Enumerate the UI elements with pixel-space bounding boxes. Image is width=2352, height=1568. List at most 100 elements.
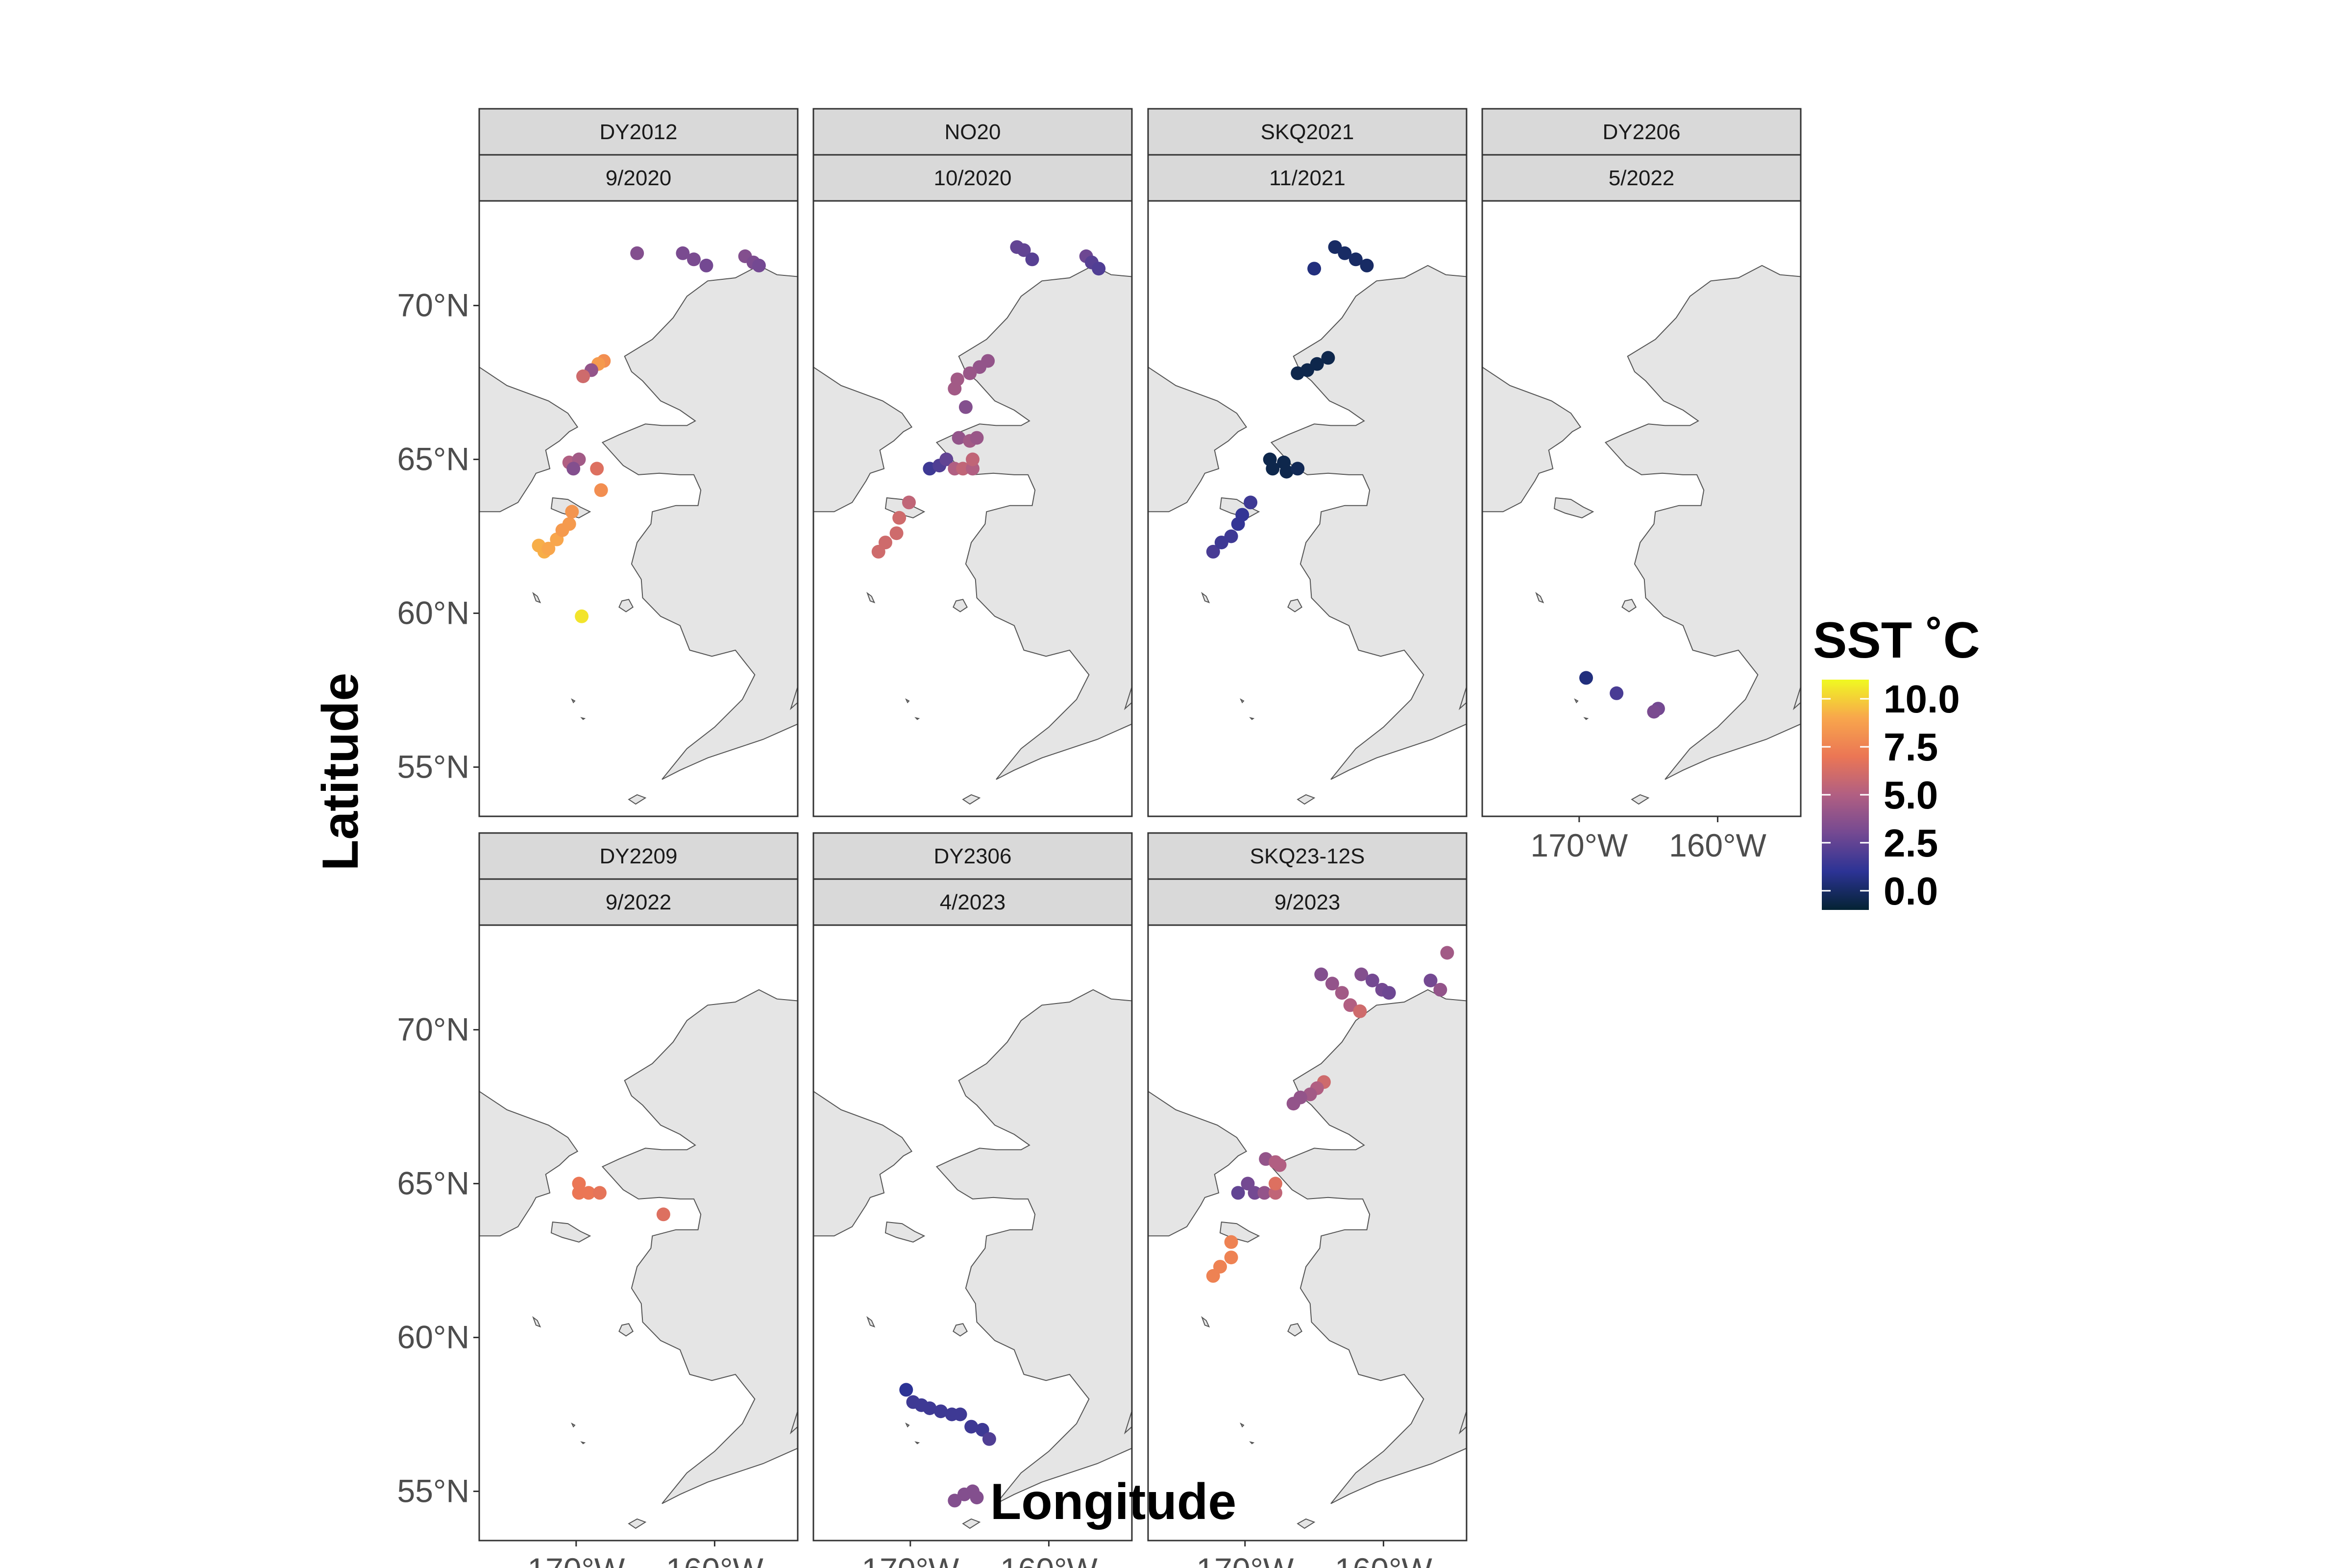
station-point: [565, 505, 579, 519]
station-point: [1610, 686, 1624, 700]
legend-ticks: 10.07.55.02.50.0: [1822, 677, 1960, 913]
station-point: [630, 246, 644, 260]
facet-panel: NO20 10/2020: [812, 108, 1133, 817]
island: [914, 1441, 920, 1445]
island: [1631, 794, 1650, 805]
island: [1553, 497, 1594, 518]
island: [962, 794, 981, 805]
legend-tick-label: 2.5: [1884, 821, 1938, 865]
alaska-landmass: [1604, 265, 1801, 780]
station-point: [1269, 1176, 1282, 1191]
legend-tick-label: 0.0: [1884, 869, 1938, 913]
y-tick-label: 65°N: [397, 441, 469, 477]
island: [866, 591, 876, 604]
station-point: [575, 609, 589, 623]
y-axis-title: Latitude: [312, 673, 369, 871]
cruise-label: DY2306: [933, 844, 1011, 868]
island: [1535, 591, 1544, 604]
station-point: [956, 462, 970, 476]
station-point: [939, 452, 954, 466]
alaska-landmass: [1270, 265, 1467, 780]
island: [580, 717, 586, 720]
basemap: [1148, 989, 1467, 1529]
x-tick-label: 170°W: [527, 1551, 625, 1568]
y-tick-label: 55°N: [397, 1473, 469, 1509]
y-tick-label: 70°N: [397, 1011, 469, 1048]
island: [1574, 698, 1579, 704]
cruise-strip: [478, 108, 799, 156]
station-point: [687, 252, 701, 267]
alaska-landmass: [935, 265, 1132, 780]
station-point: [953, 1407, 967, 1421]
island: [789, 1409, 798, 1435]
station-point: [752, 258, 766, 272]
panel-border: [1147, 924, 1468, 1542]
station-point: [902, 495, 916, 510]
station-point: [1440, 946, 1454, 960]
station-points: [572, 1176, 670, 1222]
date-strip: [1147, 878, 1468, 926]
island: [866, 1316, 876, 1328]
island: [532, 591, 541, 604]
cruise-label: DY2209: [599, 844, 677, 868]
y-tick-label: 65°N: [397, 1165, 469, 1201]
date-label: 11/2021: [1269, 166, 1346, 190]
cruise-strip: [1481, 108, 1802, 156]
station-point: [1338, 246, 1352, 260]
island: [1792, 685, 1801, 710]
station-point: [1307, 262, 1322, 276]
facet-panel: DY2206 5/2022 170°W 160°W: [1481, 108, 1802, 863]
legend-tick-label: 5.0: [1884, 773, 1938, 817]
station-point: [879, 536, 892, 550]
cruise-strip: [1147, 832, 1468, 880]
island: [1201, 1316, 1210, 1328]
island: [1297, 1518, 1316, 1529]
x-tick-label: 160°W: [1000, 1551, 1098, 1568]
alaska-landmass: [601, 989, 798, 1504]
station-point: [889, 526, 904, 540]
island: [571, 698, 576, 704]
alaska-landmass: [935, 989, 1132, 1504]
y-tick-label: 60°N: [397, 595, 469, 631]
station-points: [871, 240, 1106, 559]
station-point: [970, 1491, 984, 1505]
x-tick-label: 170°W: [1196, 1551, 1294, 1568]
station-point: [1286, 1097, 1300, 1111]
island: [789, 685, 798, 710]
cruise-label: SKQ2021: [1261, 120, 1354, 144]
facet-panel: SKQ2021 11/2021: [1147, 108, 1468, 817]
island: [1458, 1409, 1467, 1435]
station-point: [1325, 977, 1339, 991]
color-legend: SST ˚C 10.07.55.02.50.0: [1813, 612, 1980, 913]
station-point: [958, 400, 973, 414]
date-strip: [478, 154, 799, 202]
chukotka-landmass: [1148, 1090, 1248, 1237]
island: [953, 599, 968, 612]
panel-border: [812, 924, 1133, 1542]
island: [1249, 717, 1255, 720]
panel-border: [1481, 200, 1802, 817]
y-tick-label: 70°N: [397, 287, 469, 323]
station-point: [656, 1207, 670, 1222]
alaska-landmass: [1270, 989, 1467, 1504]
island: [905, 1422, 910, 1428]
date-label: 9/2020: [606, 166, 672, 190]
station-point: [1291, 462, 1305, 476]
island: [580, 1441, 586, 1445]
station-point: [582, 1186, 596, 1200]
chukotka-landmass: [1148, 366, 1248, 513]
cruise-label: SKQ23-12S: [1250, 844, 1365, 868]
station-point: [1365, 974, 1379, 987]
facet-panel: DY2306 4/2023 170°W 160°W: [812, 832, 1133, 1568]
station-point: [899, 1383, 913, 1397]
chukotka-landmass: [1482, 366, 1582, 513]
station-point: [590, 462, 604, 476]
station-point: [1206, 544, 1220, 559]
facet-panel: SKQ23-12S 9/2023 170°W 160°W: [1147, 832, 1468, 1568]
island: [1201, 591, 1210, 604]
station-point: [982, 1432, 996, 1446]
island: [1219, 497, 1260, 518]
station-point: [923, 1401, 937, 1415]
cruise-strip: [812, 108, 1133, 156]
